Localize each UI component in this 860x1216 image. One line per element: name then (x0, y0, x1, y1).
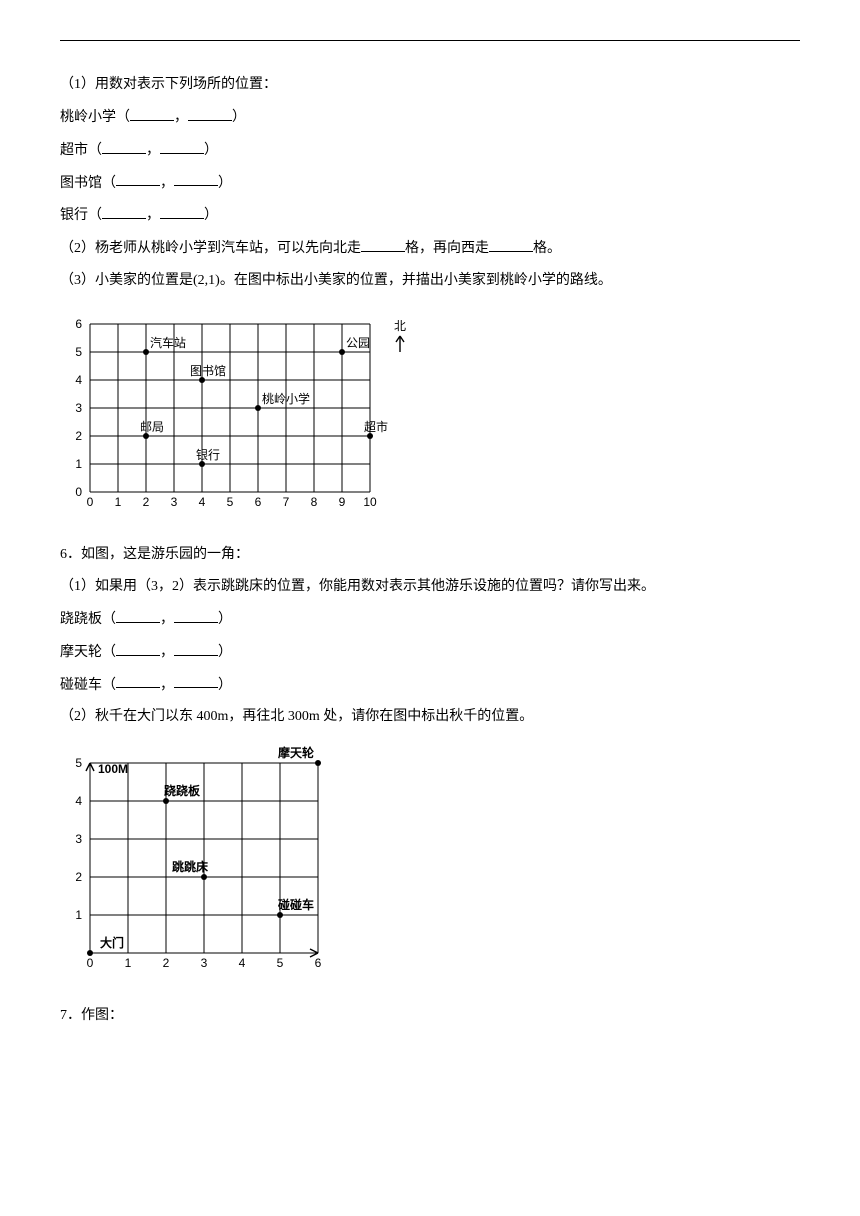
blank[interactable] (116, 671, 160, 689)
svg-text:1: 1 (115, 495, 122, 509)
q5-item-1-label: 超市 (60, 143, 88, 158)
svg-text:5: 5 (227, 495, 234, 509)
q5-part1-intro: （1）用数对表示下列场所的位置： (60, 71, 800, 99)
q5-part3: （3）小美家的位置是(2,1)。在图中标出小美家的位置，并描出小美家到桃岭小学的… (60, 267, 800, 295)
blank[interactable] (174, 638, 218, 656)
blank[interactable] (116, 638, 160, 656)
svg-text:北: 北 (394, 319, 406, 333)
q5-item-0: 桃岭小学（，） (60, 103, 800, 132)
svg-text:2: 2 (163, 956, 170, 970)
blank[interactable] (160, 201, 204, 219)
q5-part2-b: 格，再向西走 (405, 241, 489, 256)
q5-part2: （2）杨老师从桃岭小学到汽车站，可以先向北走 格，再向西走 格。 (60, 234, 800, 263)
svg-text:桃岭小学: 桃岭小学 (262, 391, 310, 406)
svg-text:3: 3 (75, 401, 82, 415)
svg-text:碰碰车: 碰碰车 (277, 897, 314, 912)
svg-text:超市: 超市 (364, 419, 388, 434)
svg-text:大门: 大门 (100, 935, 124, 950)
svg-text:银行: 银行 (196, 448, 220, 462)
blank[interactable] (116, 169, 160, 187)
svg-text:5: 5 (75, 345, 82, 359)
svg-text:0: 0 (87, 956, 94, 970)
svg-text:4: 4 (75, 794, 82, 808)
svg-text:0: 0 (75, 485, 82, 499)
svg-text:2: 2 (143, 495, 150, 509)
svg-text:3: 3 (201, 956, 208, 970)
q6-item-2-label: 碰碰车 (60, 677, 102, 692)
svg-text:3: 3 (171, 495, 178, 509)
svg-text:6: 6 (315, 956, 322, 970)
svg-text:5: 5 (277, 956, 284, 970)
blank[interactable] (174, 671, 218, 689)
svg-text:2: 2 (75, 870, 82, 884)
svg-text:3: 3 (75, 832, 82, 846)
svg-text:2: 2 (75, 429, 82, 443)
svg-text:1: 1 (125, 956, 132, 970)
svg-text:9: 9 (339, 495, 346, 509)
blank[interactable] (174, 605, 218, 623)
svg-text:4: 4 (199, 495, 206, 509)
svg-text:5: 5 (75, 756, 82, 770)
q5-chart: 0 1 2 3 4 5 6 7 8 9 10 0 1 2 3 4 5 6 北汽车站图书馆桃岭小学邮局 超市银行 公园 (60, 307, 800, 517)
q5-item-2-label: 图书馆 (60, 175, 102, 190)
q6-intro: 6．如图，这是游乐园的一角： (60, 541, 800, 569)
svg-text:6: 6 (255, 495, 262, 509)
svg-text:公园: 公园 (346, 336, 370, 350)
svg-text:跷跷板: 跷跷板 (164, 783, 201, 798)
q5-item-1: 超市（，） (60, 136, 800, 165)
q6-item-1-label: 摩天轮 (60, 645, 102, 660)
blank[interactable] (102, 201, 146, 219)
q6-part1: （1）如果用（3，2）表示跳跳床的位置，你能用数对表示其他游乐设施的位置吗？请你… (60, 573, 800, 601)
blank[interactable] (361, 234, 405, 252)
svg-text:图书馆: 图书馆 (190, 363, 226, 378)
svg-text:0: 0 (87, 495, 94, 509)
svg-text:跳跳床: 跳跳床 (172, 859, 209, 874)
top-rule (60, 40, 800, 41)
q7-intro: 7．作图： (60, 1002, 800, 1030)
svg-text:摩天轮: 摩天轮 (278, 745, 315, 760)
svg-text:100M: 100M (98, 762, 128, 776)
svg-text:4: 4 (75, 373, 82, 387)
svg-text:7: 7 (283, 495, 290, 509)
svg-text:4: 4 (239, 956, 246, 970)
q6-item-0-label: 跷跷板 (60, 612, 102, 627)
q6-item-1: 摩天轮（，） (60, 638, 800, 667)
q5-item-2: 图书馆（，） (60, 169, 800, 198)
svg-text:8: 8 (311, 495, 318, 509)
blank[interactable] (174, 169, 218, 187)
q5-item-3-label: 银行 (60, 208, 88, 223)
blank[interactable] (102, 136, 146, 154)
q6-part2: （2）秋千在大门以东 400m，再往北 300m 处，请你在图中标出秋千的位置。 (60, 703, 800, 731)
svg-text:6: 6 (75, 317, 82, 331)
blank[interactable] (188, 103, 232, 121)
svg-text:汽车站: 汽车站 (150, 335, 186, 350)
svg-text:1: 1 (75, 457, 82, 471)
svg-text:1: 1 (75, 908, 82, 922)
blank[interactable] (160, 136, 204, 154)
blank[interactable] (489, 234, 533, 252)
q5-part2-c: 格。 (533, 241, 561, 256)
q5-item-0-label: 桃岭小学 (60, 110, 116, 125)
q6-item-0: 跷跷板（，） (60, 605, 800, 634)
svg-text:邮局: 邮局 (140, 420, 164, 434)
q6-item-2: 碰碰车（，） (60, 671, 800, 700)
q6-chart: 0 1 2 3 4 5 6 1 2 3 4 5 100M 跷跷板 摩天轮跳跳床碰碰车大门 (60, 743, 800, 978)
q5-part2-a: （2）杨老师从桃岭小学到汽车站，可以先向北走 (60, 241, 361, 256)
blank[interactable] (116, 605, 160, 623)
q5-item-3: 银行（，） (60, 201, 800, 230)
blank[interactable] (130, 103, 174, 121)
svg-text:10: 10 (363, 495, 377, 509)
